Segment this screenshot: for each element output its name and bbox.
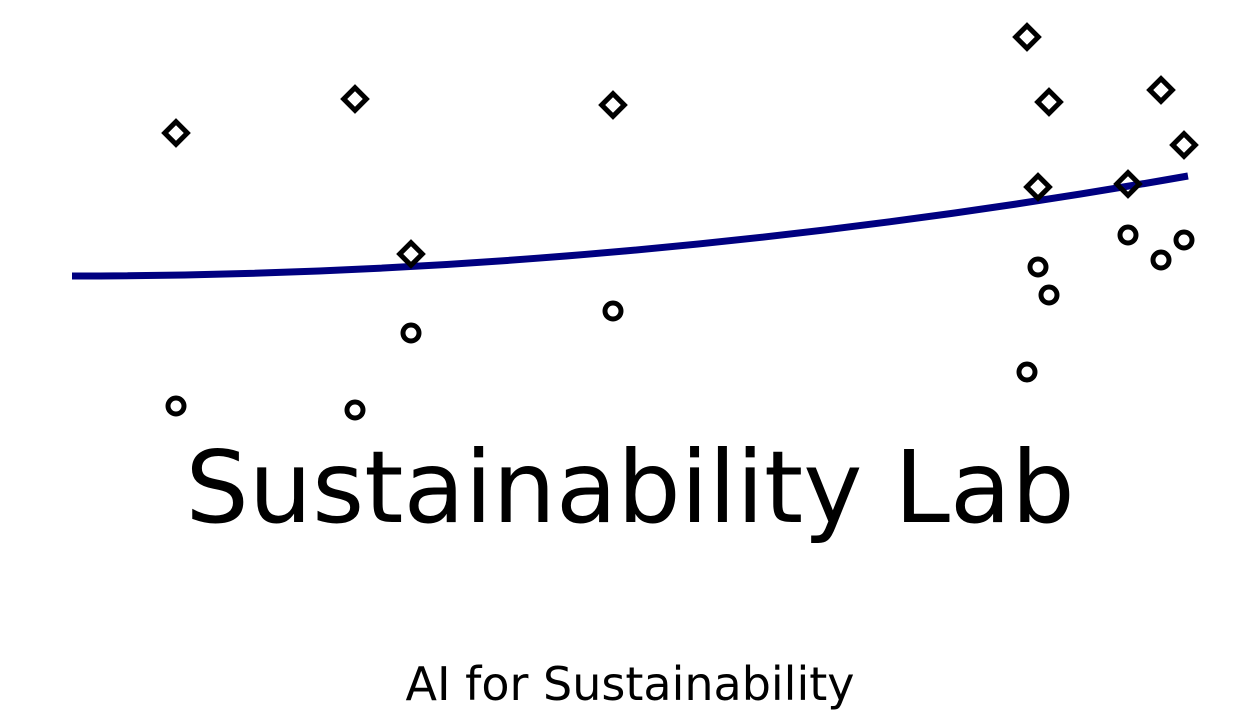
- logo-scatter-graphic: [71, 22, 1199, 421]
- diamond-marker: [1113, 169, 1143, 199]
- tagline: AI for Sustainability: [405, 657, 855, 711]
- circle-marker: [1016, 361, 1038, 383]
- circle-marker: [1038, 284, 1060, 306]
- diamond-marker: [1023, 172, 1053, 202]
- scatter-markers: [161, 22, 1199, 421]
- diamond-marker: [340, 84, 370, 114]
- circle-marker: [400, 322, 422, 344]
- diamond-marker: [1012, 22, 1042, 52]
- diamond-marker: [1034, 87, 1064, 117]
- organization-name: Sustainability Lab: [185, 429, 1075, 546]
- diamond-marker: [1169, 130, 1199, 160]
- circle-marker: [344, 399, 366, 421]
- circle-marker: [165, 395, 187, 417]
- diamond-marker: [161, 118, 191, 148]
- trend-curve: [71, 172, 1189, 280]
- circle-marker: [1150, 249, 1172, 271]
- circle-marker: [1117, 224, 1139, 246]
- diamond-marker: [598, 90, 628, 120]
- circle-marker: [602, 300, 624, 322]
- diamond-marker: [396, 239, 426, 269]
- diamond-marker: [1146, 75, 1176, 105]
- circle-marker: [1027, 256, 1049, 278]
- circle-marker: [1173, 229, 1195, 251]
